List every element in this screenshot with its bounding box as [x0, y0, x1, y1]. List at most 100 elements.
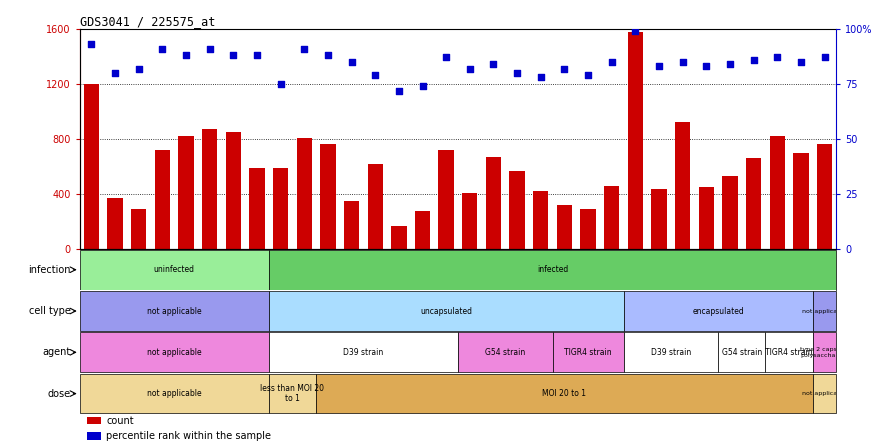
Point — [84, 41, 98, 48]
Point — [321, 52, 335, 59]
Bar — [604, 186, 620, 249]
Text: encapsulated: encapsulated — [692, 306, 744, 316]
Bar — [226, 132, 241, 249]
Text: cell type: cell type — [28, 306, 71, 316]
Point — [746, 56, 760, 63]
Text: uncapsulated: uncapsulated — [420, 306, 473, 316]
Bar — [296, 138, 312, 249]
Text: not applicable: not applicable — [147, 389, 202, 398]
Bar — [415, 210, 430, 249]
Point — [250, 52, 264, 59]
Point — [487, 60, 501, 67]
Point — [463, 65, 477, 72]
Point — [415, 83, 429, 90]
Point — [227, 52, 241, 59]
Bar — [367, 164, 383, 249]
Bar — [273, 168, 289, 249]
Point — [534, 74, 548, 81]
Text: infected: infected — [537, 265, 568, 274]
Bar — [316, 374, 812, 413]
Text: D39 strain: D39 strain — [343, 348, 383, 357]
Bar — [770, 136, 785, 249]
Point — [368, 71, 382, 79]
Bar — [438, 150, 454, 249]
Text: less than MOI 20
to 1: less than MOI 20 to 1 — [260, 384, 325, 403]
Bar — [88, 417, 101, 424]
Bar — [269, 333, 458, 372]
Bar — [486, 157, 501, 249]
Point — [818, 54, 832, 61]
Point — [297, 45, 312, 52]
Point — [344, 58, 358, 65]
Point — [203, 45, 217, 52]
Point — [132, 65, 146, 72]
Point — [723, 60, 737, 67]
Point — [794, 58, 808, 65]
Bar — [675, 123, 690, 249]
Bar — [817, 144, 832, 249]
Text: agent: agent — [42, 347, 71, 357]
Bar — [80, 291, 269, 331]
Bar — [107, 198, 123, 249]
Bar — [746, 158, 761, 249]
Text: percentile rank within the sample: percentile rank within the sample — [106, 431, 271, 441]
Bar — [344, 201, 359, 249]
Point — [699, 63, 713, 70]
Bar — [722, 176, 737, 249]
Text: dose: dose — [48, 388, 71, 399]
Bar — [581, 209, 596, 249]
Text: not applicable: not applicable — [802, 391, 847, 396]
Bar — [533, 191, 549, 249]
Bar — [812, 291, 836, 331]
Text: count: count — [106, 416, 134, 426]
Bar — [80, 374, 269, 413]
Point — [510, 69, 524, 76]
Point — [581, 71, 595, 79]
Bar — [269, 250, 836, 289]
Bar — [557, 205, 572, 249]
Bar — [458, 333, 552, 372]
Bar — [179, 136, 194, 249]
Bar — [269, 374, 316, 413]
Text: D39 strain: D39 strain — [650, 348, 691, 357]
Bar — [812, 333, 836, 372]
Bar — [320, 144, 335, 249]
Text: uninfected: uninfected — [154, 265, 195, 274]
Bar — [131, 209, 146, 249]
Bar — [462, 193, 478, 249]
Bar — [624, 333, 718, 372]
Point — [179, 52, 193, 59]
Bar — [718, 333, 766, 372]
Point — [628, 28, 643, 35]
Point — [392, 87, 406, 94]
Point — [439, 54, 453, 61]
Point — [604, 58, 619, 65]
Bar — [698, 187, 714, 249]
Bar — [155, 150, 170, 249]
Bar — [391, 226, 406, 249]
Bar — [88, 432, 101, 440]
Point — [652, 63, 666, 70]
Bar — [202, 129, 218, 249]
Bar — [80, 333, 269, 372]
Bar — [627, 32, 643, 249]
Bar — [80, 250, 269, 289]
Text: GDS3041 / 225575_at: GDS3041 / 225575_at — [80, 15, 215, 28]
Point — [108, 69, 122, 76]
Point — [156, 45, 170, 52]
Bar — [812, 374, 836, 413]
Bar — [84, 84, 99, 249]
Text: MOI 20 to 1: MOI 20 to 1 — [543, 389, 587, 398]
Text: infection: infection — [28, 265, 71, 275]
Bar — [552, 333, 624, 372]
Text: not applicable: not applicable — [147, 306, 202, 316]
Point — [770, 54, 784, 61]
Text: G54 strain: G54 strain — [721, 348, 762, 357]
Point — [273, 80, 288, 87]
Text: not applicable: not applicable — [147, 348, 202, 357]
Point — [675, 58, 689, 65]
Point — [558, 65, 572, 72]
Text: not applicable: not applicable — [802, 309, 847, 313]
Bar — [624, 291, 812, 331]
Bar — [766, 333, 812, 372]
